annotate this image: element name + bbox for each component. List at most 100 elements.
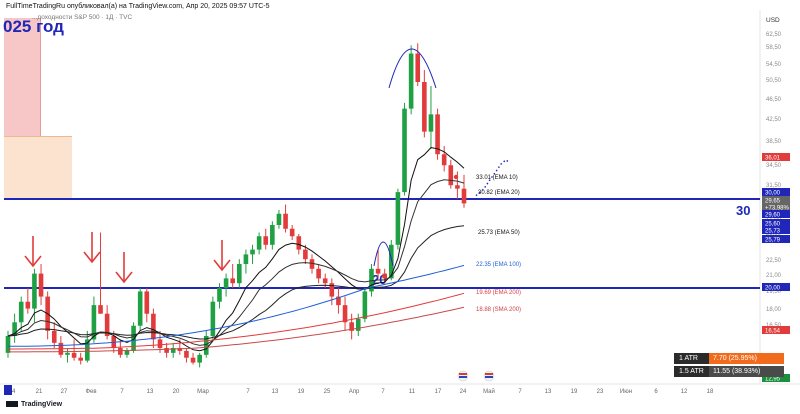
price-label-badge [762,153,790,161]
candle-body [65,352,70,355]
candle-body [369,268,374,292]
price-label-badge [762,203,790,211]
y-tick-label: 22,50 [766,258,782,264]
currency-label: USD [766,17,780,24]
candle-body [144,291,150,314]
ema-100-line [8,264,465,347]
candle-body [309,259,315,269]
y-tick-label: 34,50 [766,163,782,169]
price-label-badge [762,374,790,382]
candle-body [336,296,341,306]
x-tick-label: Май [483,388,495,395]
x-tick-label: 11 [409,389,416,395]
candle-body [104,313,110,336]
candle-body [223,278,229,288]
symbol-description: ...доходности S&P 500 · 1Д · TVC [32,14,133,21]
candle-body [402,108,407,193]
y-tick-label: 50,50 [766,78,782,84]
x-tick-label: 19 [571,389,578,395]
x-tick-label: 27 [61,389,68,395]
candle-body [435,114,440,155]
flag-icon-stripe [485,376,493,378]
candle-body [316,268,321,279]
y-tick-label: 58,50 [766,45,782,51]
candle-body [375,268,381,274]
atr-row-2: 1.5 ATR 11.55 (38.93%) [674,366,784,377]
ema-50-line [7,225,465,340]
x-tick-label: 7 [246,389,250,395]
candle-body [217,288,222,302]
price-label-badge [762,188,790,196]
atr-label: 1.5 ATR [674,366,709,377]
x-tick-label: 18 [707,389,714,395]
candle-body [5,336,11,353]
tradingview-logo-icon [6,401,18,408]
red-zone [4,18,40,136]
candle-body [362,291,368,319]
sma-200-line [8,306,465,353]
y-tick-label: 31,50 [766,183,782,189]
red-arrow-head [213,259,231,272]
price-label-badge [762,326,790,334]
price-label-text: 25,73 [765,229,781,235]
candle-body [203,336,209,355]
candle-body [428,114,434,132]
x-tick-label: 21 [36,389,43,395]
candle-body [329,283,335,297]
x-tick-label: 7 [518,389,522,395]
candle-body [25,301,31,309]
red-zone-edge [40,18,41,136]
x-tick-label: 19 [298,389,305,395]
x-tick-label: 13 [272,389,279,395]
atr-row-1: 1 ATR 7.70 (25.95%) [674,353,784,364]
x-tick-label: 20 [173,389,180,395]
y-tick-label: 54,50 [766,62,782,68]
dome-arc-small [373,241,394,267]
flag-icon-stripe [485,373,493,375]
candle-body [270,225,275,245]
tradingview-footer[interactable]: TradingView [6,401,62,408]
y-tick-label: 42,50 [766,117,782,123]
candle-body [237,264,242,284]
x-tick-label: 12 [681,389,688,395]
price-label-text: 29,65 [765,199,781,205]
atr-label: 1 ATR [674,353,709,364]
candle-body [124,350,130,355]
x-tick-label: 23 [597,389,604,395]
candle-body [408,53,414,109]
x-tick-label: 17 [435,389,442,395]
candle-body [441,154,447,166]
candle-body [422,82,427,132]
price-label-text: 25,60 [765,222,781,228]
x-tick-label: Апр [349,389,360,395]
x-tick-label: Фев [85,389,96,395]
price-label-badge [762,226,790,234]
price-label-badge [762,196,790,204]
candle-body [71,352,77,358]
indicator-label: 33.01 (EMA 10) [476,175,518,181]
ema-10-line [7,147,465,352]
y-tick-label: 19,50 [766,289,782,295]
orange-zone-edge [4,136,72,137]
candle-body [303,249,308,260]
candle-body [389,244,394,279]
dome-arc-large [388,48,437,89]
indicator-label: 22.35 (EMA 100) [476,262,521,268]
candle-body [256,236,262,250]
price-label-badge [762,210,790,218]
candle-body [263,236,269,245]
candle-body [448,165,454,186]
red-arrow-head [115,271,133,284]
candle-body [210,301,216,336]
x-tick-label: Мар [197,389,209,395]
price-label-text: 29,60 [765,213,781,219]
y-tick-label: 46,50 [766,97,782,103]
ema-20-line [7,179,465,346]
x-tick-label: Июн [620,389,632,395]
price-label-text: +73,98% [765,206,790,212]
y-tick-label: 21,00 [766,273,782,279]
candle-body [243,254,249,264]
brand-name: TradingView [21,401,63,408]
y-tick-label: 62,50 [766,32,782,38]
